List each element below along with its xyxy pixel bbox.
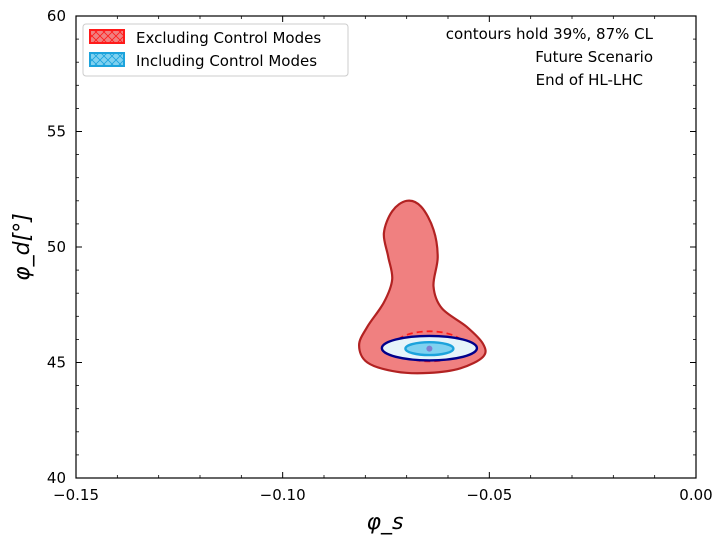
y-tick-label: 40	[47, 469, 66, 487]
legend: Excluding Control Modes Including Contro…	[82, 23, 349, 77]
y-tick-label: 55	[47, 123, 66, 141]
contour-excluding-87	[357, 199, 487, 375]
annotation-hl-lhc: End of HL-LHC	[536, 71, 643, 89]
y-axis-label: φ_d[°]	[10, 213, 35, 281]
contours	[357, 199, 487, 375]
annotation-scenario: Future Scenario	[535, 48, 653, 66]
x-axis-label: φ_s	[367, 510, 404, 535]
y-tick-labels: 40 45 50 55 60	[47, 7, 66, 487]
legend-frame	[82, 23, 349, 77]
best-fit-point	[426, 345, 433, 352]
legend-swatch-excluding	[89, 29, 125, 44]
x-tick-label: 0.00	[679, 486, 712, 504]
x-tick-label: −0.15	[53, 486, 99, 504]
x-tick-label: −0.05	[466, 486, 512, 504]
plot-frame	[75, 15, 697, 479]
x-tick-labels: −0.15 −0.10 −0.05 0.00	[53, 486, 713, 504]
legend-label-including: Including Control Modes	[136, 52, 317, 70]
y-tick-label: 50	[47, 238, 66, 256]
legend-swatch-including	[89, 52, 125, 67]
plot-area	[75, 15, 697, 479]
legend-label-excluding: Excluding Control Modes	[136, 29, 321, 47]
x-tick-label: −0.10	[260, 486, 306, 504]
y-tick-label: 60	[47, 7, 66, 25]
y-tick-label: 45	[47, 354, 66, 372]
annotation-contours: contours hold 39%, 87% CL	[446, 25, 654, 43]
annotations: contours hold 39%, 87% CL Future Scenari…	[446, 25, 654, 89]
